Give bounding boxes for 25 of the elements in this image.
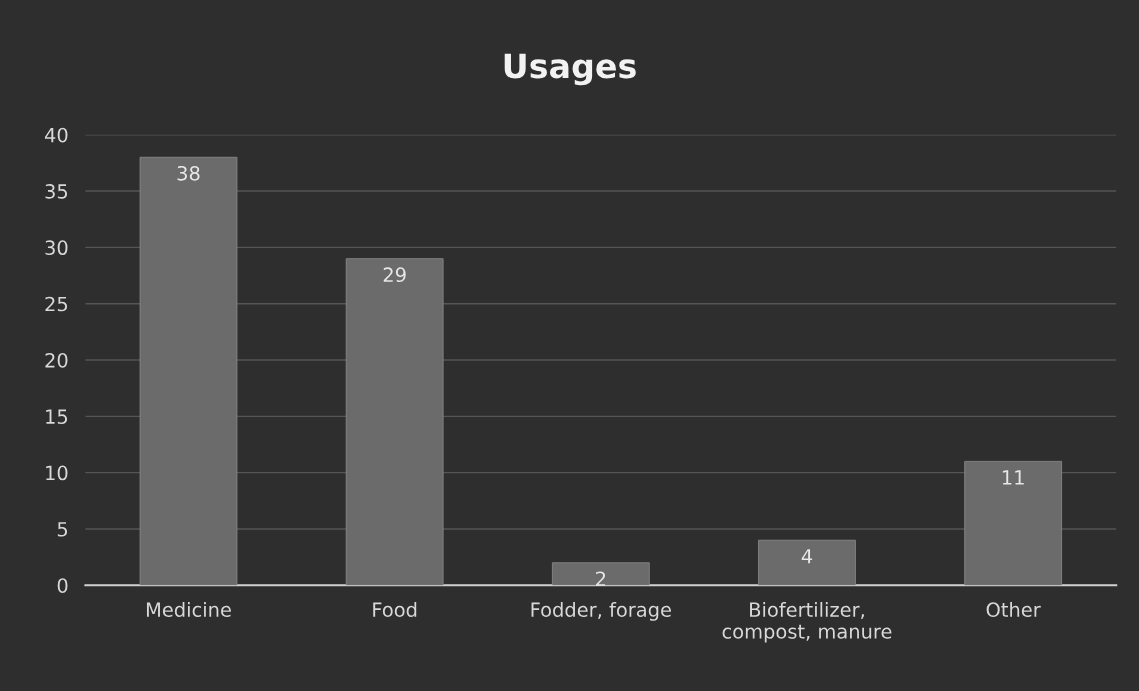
x-tick-label: Food	[373, 601, 417, 617]
y-tick-label: 25	[45, 296, 68, 312]
bar	[551, 562, 650, 586]
y-tick-label: 20	[45, 352, 68, 368]
x-tick-label: Other	[986, 601, 1041, 617]
y-tick-label: 10	[46, 465, 68, 481]
y-tick-label: 0	[57, 578, 68, 593]
chart-title: Usages	[504, 53, 636, 86]
data-label: 2	[596, 571, 606, 586]
bar	[964, 460, 1063, 586]
y-tick-label: 35	[45, 184, 68, 199]
y-tick-label: 40	[44, 127, 68, 143]
data-label: 4	[801, 549, 813, 564]
y-tick-label: 5	[57, 522, 68, 537]
y-tick-label: 15	[46, 409, 68, 424]
bar	[139, 156, 238, 586]
data-label: 38	[177, 165, 200, 181]
x-tick-label: Medicine	[146, 601, 231, 617]
y-tick-label: 30	[45, 240, 68, 256]
x-tick-label: Biofertilizer, compost, manure	[722, 601, 892, 643]
data-label: 29	[383, 267, 406, 283]
x-tick-label: Fodder, forage	[531, 601, 671, 621]
bar	[758, 539, 856, 586]
bar	[345, 258, 444, 586]
data-label: 11	[1002, 470, 1024, 485]
